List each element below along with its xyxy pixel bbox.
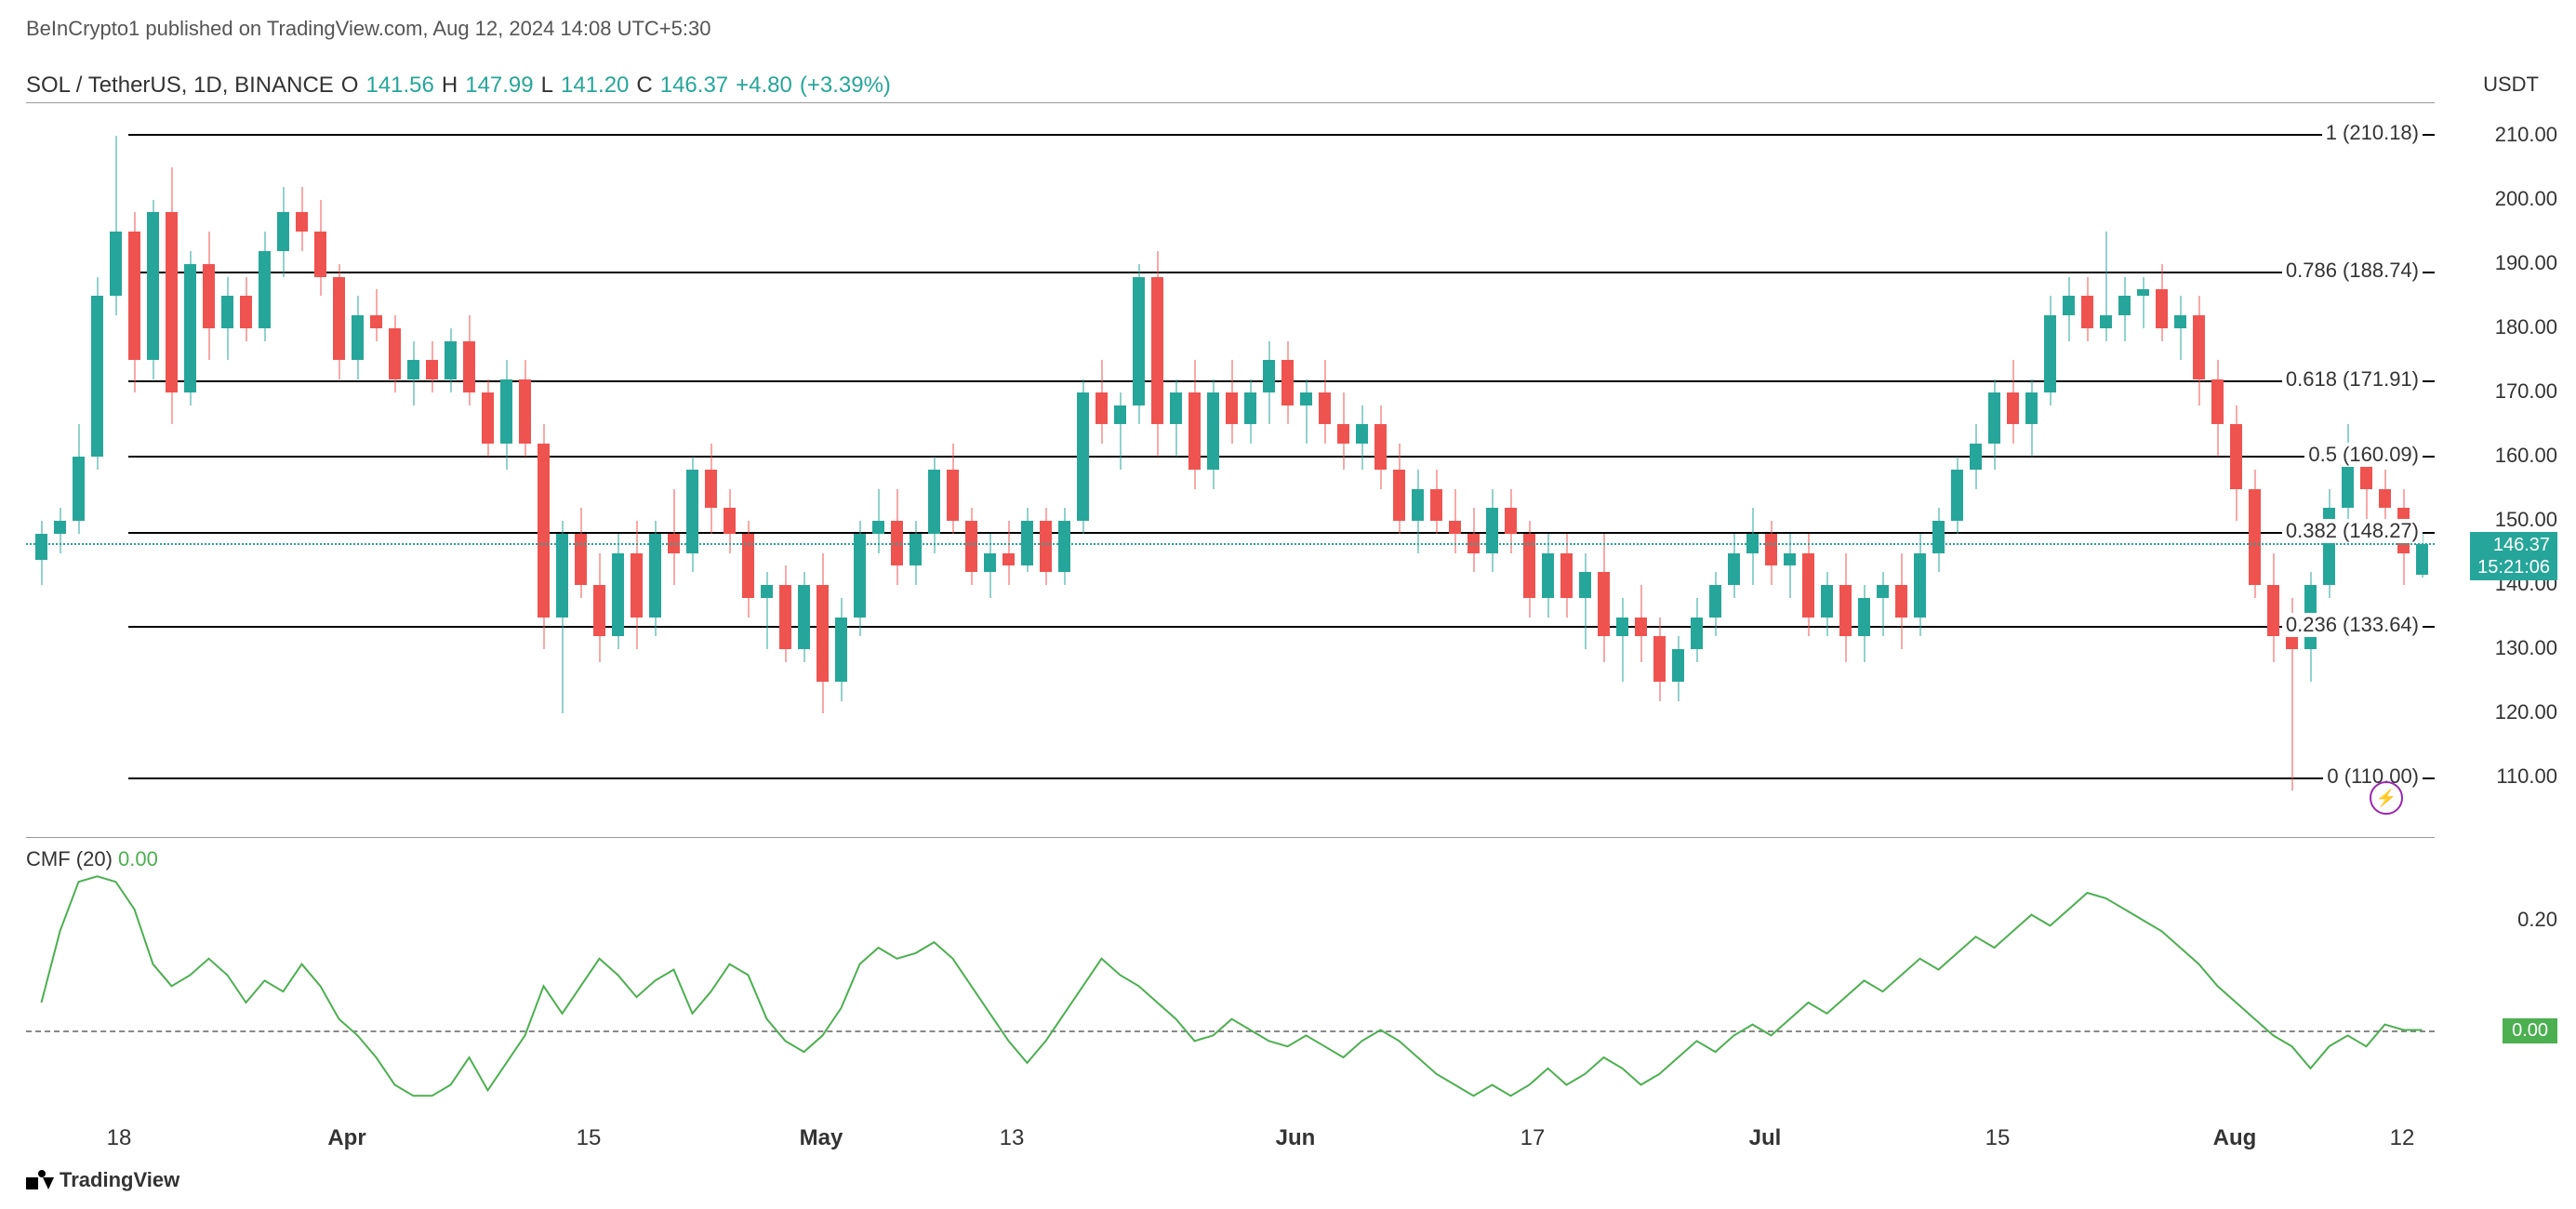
fib-line[interactable] (128, 532, 2435, 534)
ohlc-l-label: L (541, 73, 553, 99)
ohlc-change-pct: (+3.39%) (800, 73, 891, 99)
time-tick: Jun (1276, 1125, 1316, 1151)
time-tick: Jul (1749, 1125, 1782, 1151)
fib-label: 0 (110.00) (2323, 764, 2423, 789)
price-tick: 170.00 (2495, 379, 2557, 404)
cmf-line-svg (26, 838, 2435, 1112)
price-tick: 210.00 (2495, 123, 2557, 147)
fib-line[interactable] (128, 626, 2435, 628)
cmf-current-badge: 0.00 (2503, 1018, 2557, 1043)
lightning-icon[interactable]: ⚡ (2370, 781, 2403, 815)
fib-line[interactable] (128, 456, 2435, 458)
tradingview-icon (26, 1170, 54, 1190)
price-tick: 190.00 (2495, 251, 2557, 275)
price-tick: 120.00 (2495, 700, 2557, 724)
ohlc-l-value: 141.20 (561, 73, 629, 99)
price-tick: 160.00 (2495, 444, 2557, 468)
symbol-info: SOL / TetherUS, 1D, BINANCE O141.56 H 147… (26, 73, 891, 99)
time-tick: May (800, 1125, 843, 1151)
cmf-tick: 0.20 (2517, 908, 2557, 932)
ohlc-o-label: O (341, 73, 359, 99)
fib-label: 0.618 (171.91) (2282, 367, 2423, 392)
time-tick: 12 (2390, 1125, 2415, 1151)
fib-label: 0.5 (160.09) (2304, 443, 2423, 467)
fib-label: 0.786 (188.74) (2282, 259, 2423, 283)
ohlc-o-value: 141.56 (365, 73, 433, 99)
ohlc-c-label: C (636, 73, 652, 99)
price-tick: 200.00 (2495, 187, 2557, 211)
price-chart[interactable] (26, 102, 2435, 809)
time-tick: 18 (107, 1125, 132, 1151)
time-tick: 17 (1520, 1125, 1546, 1151)
symbol-pair[interactable]: SOL / TetherUS, 1D, BINANCE (26, 73, 334, 99)
price-tick: 110.00 (2496, 764, 2557, 789)
ohlc-c-value: 146.37 (660, 73, 728, 99)
price-tick: 150.00 (2495, 508, 2557, 532)
ohlc-change: +4.80 (736, 73, 792, 99)
current-price-badge: 146.3715:21:06 (2470, 532, 2557, 580)
time-tick: 15 (577, 1125, 602, 1151)
cmf-axis[interactable]: 0.20 0.00 (2437, 837, 2557, 1111)
time-tick: 13 (1000, 1125, 1025, 1151)
price-tick: 180.00 (2495, 315, 2557, 339)
fib-label: 0.382 (148.27) (2282, 519, 2423, 543)
time-tick: Aug (2213, 1125, 2257, 1151)
current-price-line (26, 543, 2435, 545)
time-tick: Apr (327, 1125, 365, 1151)
price-tick: 130.00 (2495, 636, 2557, 660)
fib-label: 1 (210.18) (2322, 121, 2423, 145)
fib-label: 0.236 (133.64) (2282, 613, 2423, 637)
publisher-text: BeInCrypto1 published on TradingView.com… (26, 17, 710, 41)
tradingview-brand: TradingView (60, 1168, 179, 1192)
fib-line[interactable] (128, 777, 2435, 779)
time-tick: 15 (1985, 1125, 2011, 1151)
time-axis[interactable]: 18 Apr 15 May 13 Jun 17 Jul 15 Aug 12 (26, 1125, 2435, 1162)
ohlc-h-value: 147.99 (465, 73, 533, 99)
ohlc-h-label: H (442, 73, 458, 99)
fib-line[interactable] (128, 272, 2435, 273)
price-axis[interactable]: 210.00 200.00 190.00 180.00 170.00 160.00 150.… (2437, 56, 2557, 809)
fib-line[interactable] (128, 134, 2435, 136)
tradingview-logo[interactable]: TradingView (26, 1168, 179, 1192)
cmf-chart[interactable]: CMF (20) 0.00 (26, 837, 2435, 1111)
